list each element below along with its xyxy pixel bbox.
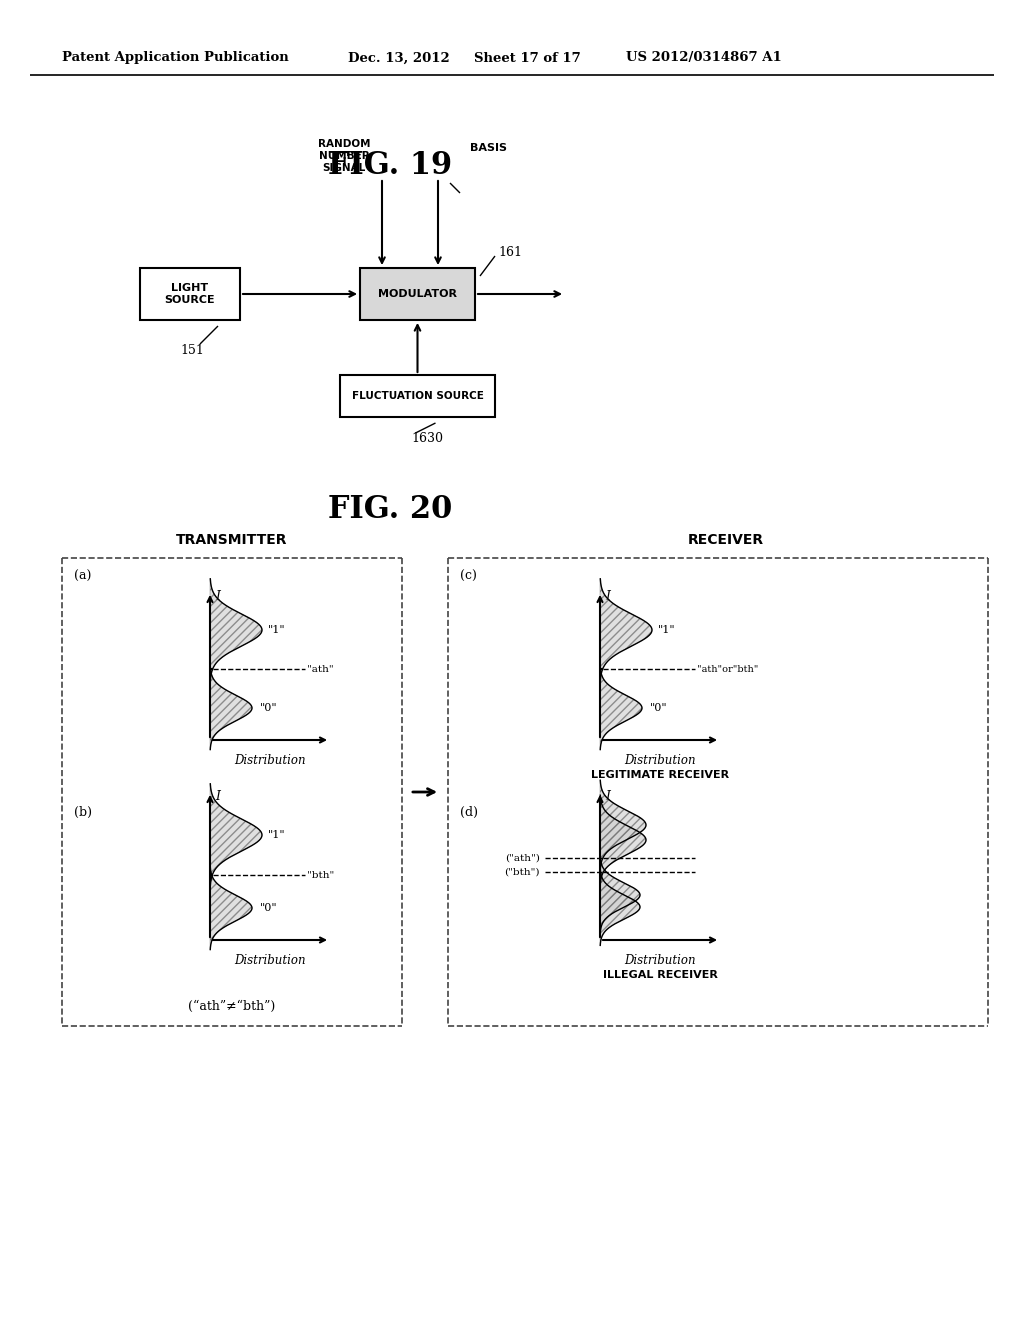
Text: ILLEGAL RECEIVER: ILLEGAL RECEIVER [602,970,718,979]
Text: 151: 151 [180,343,204,356]
Text: "1": "1" [658,624,676,635]
Bar [140,268,240,319]
Text: Patent Application Publication: Patent Application Publication [62,51,289,65]
Text: (d): (d) [460,805,478,818]
Text: (c): (c) [460,569,477,582]
Text: 1630: 1630 [412,433,443,446]
Text: Distribution: Distribution [234,953,306,966]
Text: LIGHT
SOURCE: LIGHT SOURCE [165,284,215,305]
Text: "0": "0" [650,704,668,713]
Text: BASIS: BASIS [470,143,507,153]
Text: FIG. 20: FIG. 20 [328,495,453,525]
Text: US 2012/0314867 A1: US 2012/0314867 A1 [626,51,781,65]
Text: RECEIVER: RECEIVER [688,533,764,546]
Text: Distribution: Distribution [234,754,306,767]
Text: MODULATOR: MODULATOR [378,289,457,300]
Text: (b): (b) [74,805,92,818]
Bar [340,375,495,417]
Text: TRANSMITTER: TRANSMITTER [176,533,288,546]
Text: "1": "1" [268,624,286,635]
Text: (“ath”≠“bth”): (“ath”≠“bth”) [188,999,275,1012]
Text: I: I [605,590,610,602]
Text: "0": "0" [260,903,278,913]
Bar [360,268,475,319]
Text: RANDOM
NUMBER
SIGNAL: RANDOM NUMBER SIGNAL [317,140,371,173]
Text: Distribution: Distribution [625,953,696,966]
Text: "ath": "ath" [307,664,334,673]
Text: "0": "0" [260,704,278,713]
Text: I: I [605,789,610,803]
Text: Distribution: Distribution [625,754,696,767]
Text: "1": "1" [268,830,286,840]
Text: Sheet 17 of 17: Sheet 17 of 17 [474,51,581,65]
Text: ("bth"): ("bth") [505,867,540,876]
Text: FLUCTUATION SOURCE: FLUCTUATION SOURCE [351,391,483,401]
Text: I: I [215,590,220,602]
Text: FIG. 19: FIG. 19 [328,149,452,181]
Text: "ath"or"bth": "ath"or"bth" [697,664,759,673]
Text: (a): (a) [74,569,91,582]
Text: Dec. 13, 2012: Dec. 13, 2012 [348,51,450,65]
Text: LEGITIMATE RECEIVER: LEGITIMATE RECEIVER [591,770,729,780]
Text: 161: 161 [498,246,522,259]
Text: "bth": "bth" [307,870,334,879]
Text: ("ath"): ("ath") [505,854,540,862]
Text: I: I [215,789,220,803]
